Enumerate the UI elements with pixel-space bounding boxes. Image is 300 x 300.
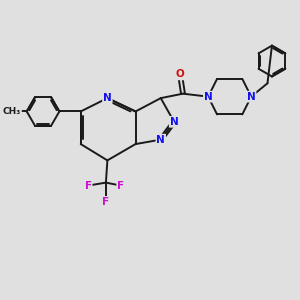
Text: F: F: [85, 181, 92, 190]
Text: F: F: [102, 197, 110, 207]
Text: N: N: [204, 92, 213, 102]
Text: CH₃: CH₃: [3, 107, 21, 116]
Text: F: F: [117, 181, 124, 190]
Text: N: N: [103, 93, 112, 103]
Text: N: N: [247, 92, 256, 102]
Text: N: N: [170, 117, 178, 127]
Text: N: N: [156, 135, 165, 145]
Text: O: O: [176, 69, 184, 80]
